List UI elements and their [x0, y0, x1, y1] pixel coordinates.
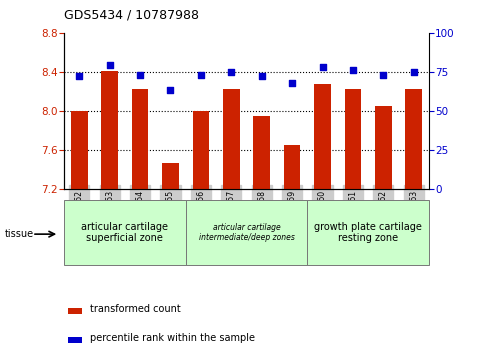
Point: [227, 69, 235, 75]
Point: [410, 69, 418, 75]
Bar: [314, 84, 331, 189]
Point: [349, 67, 357, 73]
Text: articular cartilage
intermediate/deep zones: articular cartilage intermediate/deep zo…: [199, 223, 294, 242]
Point: [380, 72, 387, 78]
Bar: [223, 89, 240, 189]
Bar: [186, 200, 307, 265]
Bar: [193, 111, 209, 189]
Bar: [162, 163, 179, 189]
Point: [288, 80, 296, 86]
Text: percentile rank within the sample: percentile rank within the sample: [90, 333, 254, 343]
Text: transformed count: transformed count: [90, 304, 180, 314]
Bar: [132, 89, 148, 189]
Bar: [253, 115, 270, 189]
Bar: [68, 307, 82, 314]
Bar: [71, 111, 88, 189]
Bar: [375, 106, 391, 189]
Bar: [284, 145, 300, 189]
Bar: [307, 200, 429, 265]
Text: growth plate cartilage
resting zone: growth plate cartilage resting zone: [314, 221, 422, 243]
Bar: [64, 200, 186, 265]
Text: articular cartilage
superficial zone: articular cartilage superficial zone: [81, 221, 169, 243]
Point: [258, 73, 266, 79]
Bar: [405, 89, 422, 189]
Point: [106, 62, 113, 68]
Bar: [102, 71, 118, 189]
Point: [167, 87, 175, 93]
Point: [75, 73, 83, 79]
Point: [136, 72, 144, 78]
Bar: [68, 337, 82, 343]
Point: [318, 64, 326, 70]
Text: tissue: tissue: [5, 229, 34, 239]
Text: GDS5434 / 10787988: GDS5434 / 10787988: [64, 9, 199, 22]
Bar: [345, 89, 361, 189]
Point: [197, 72, 205, 78]
